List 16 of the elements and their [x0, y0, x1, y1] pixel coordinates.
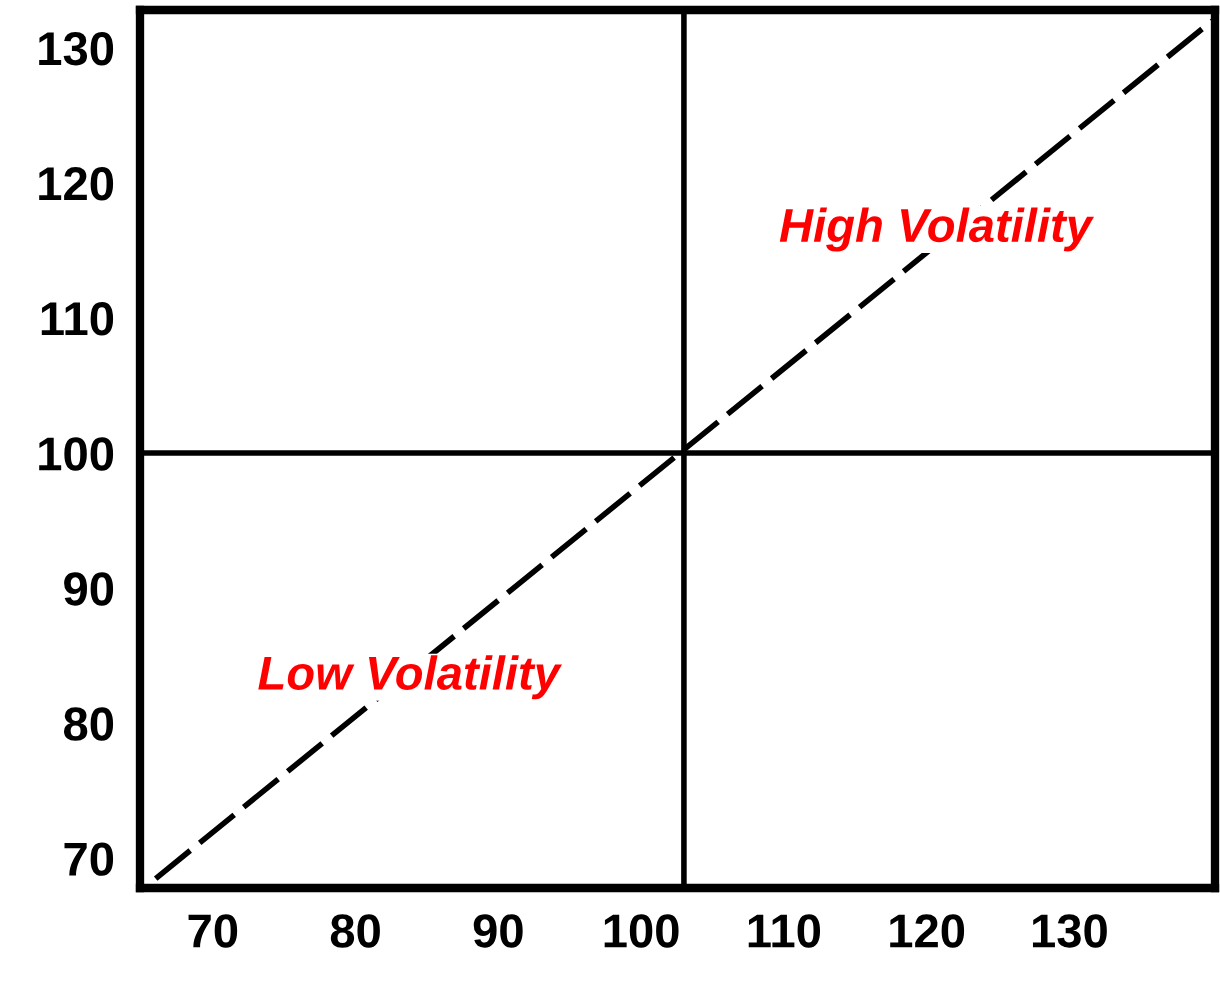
x-tick-label: 120 — [890, 914, 965, 948]
annotation: Low Volatility — [258, 655, 562, 700]
y-tick-label: 90 — [64, 572, 114, 606]
x-tick-label: 130 — [1032, 914, 1107, 948]
annotation: High Volatility — [779, 207, 1094, 252]
x-tick-label: 90 — [473, 914, 523, 948]
y-tick-label: 110 — [41, 302, 114, 336]
x-tick-label: 100 — [604, 914, 679, 948]
y-tick-label: 100 — [39, 437, 114, 471]
y-tick-label: 70 — [64, 842, 114, 876]
y-tick-label: 80 — [63, 707, 114, 741]
x-tick-label: 110 — [748, 914, 821, 948]
x-tick-label: 80 — [330, 914, 380, 948]
x-tick-label: 70 — [188, 914, 238, 948]
y-tick-label: 120 — [39, 167, 114, 201]
y-tick-label: 130 — [39, 31, 114, 66]
